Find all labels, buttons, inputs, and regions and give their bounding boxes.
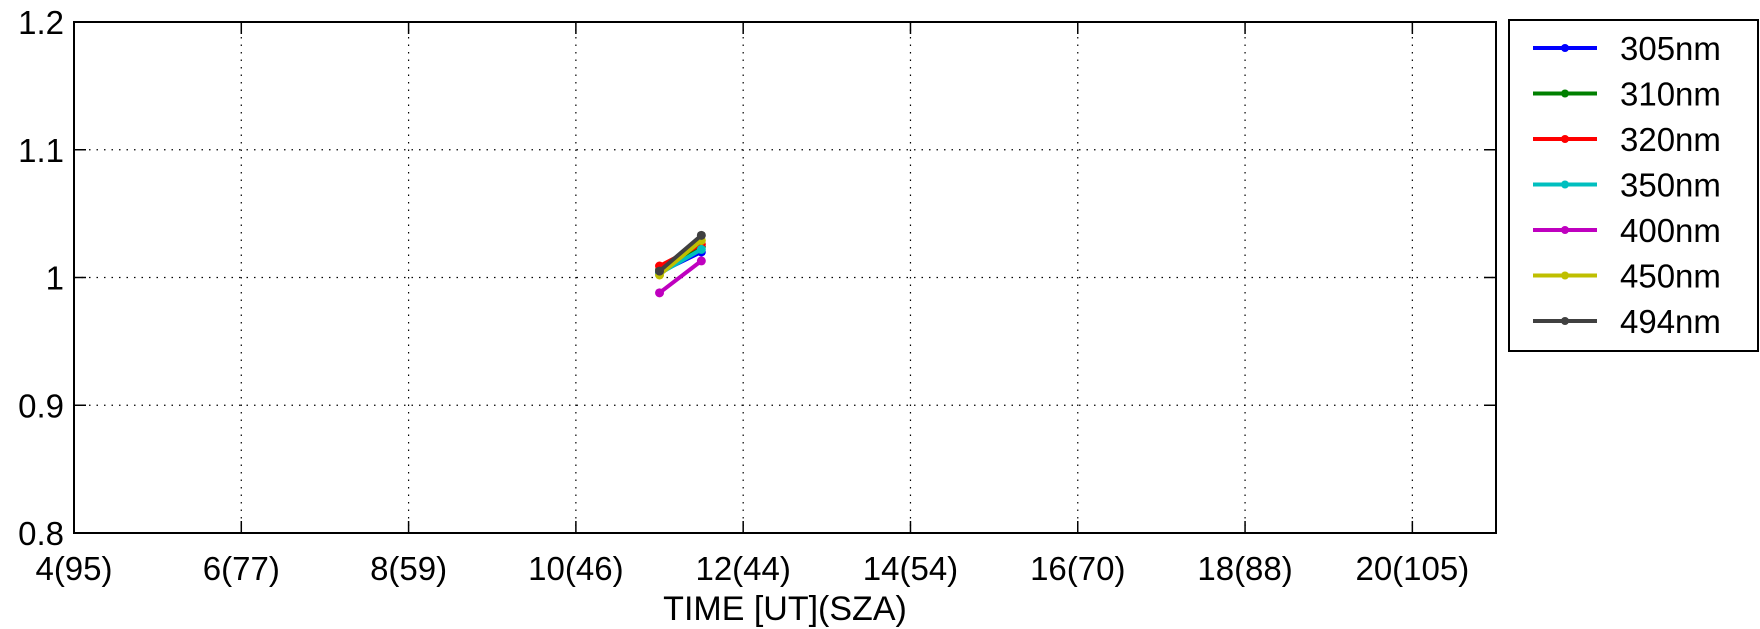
legend-marker <box>1561 226 1569 234</box>
x-tick-label: 18(88) <box>1197 550 1292 587</box>
data-point <box>696 256 706 266</box>
series-line <box>657 258 704 295</box>
x-tick-label: 8(59) <box>370 550 447 587</box>
data-point <box>655 288 665 298</box>
series-494nm <box>655 230 706 276</box>
y-tick-label: 0.8 <box>18 515 64 552</box>
legend-item: 350nm <box>1533 167 1721 204</box>
data-point <box>655 266 665 276</box>
legend-marker <box>1561 44 1569 52</box>
x-tick-label: 6(77) <box>203 550 280 587</box>
y-tick-label: 1.1 <box>18 132 64 169</box>
x-axis-label: TIME [UT](SZA) <box>663 590 907 628</box>
y-tick-label: 1 <box>46 260 64 297</box>
series-line <box>657 233 704 274</box>
series-line <box>657 238 704 277</box>
legend-label: 494nm <box>1620 303 1721 340</box>
x-tick-label: 4(95) <box>35 550 112 587</box>
legend-marker <box>1561 317 1569 325</box>
x-tick-label: 16(70) <box>1030 550 1125 587</box>
y-tick-label: 0.9 <box>18 387 64 424</box>
legend: 305nm 310nm 320nm 350nm 400nm 450nm 494nm <box>1508 19 1759 352</box>
y-tick-labels: 0.8 0.9 1 1.1 1.2 <box>18 4 64 552</box>
x-tick-label: 14(54) <box>863 550 958 587</box>
legend-item: 305nm <box>1533 30 1721 67</box>
legend-item: 450nm <box>1533 258 1721 295</box>
axis-ticks <box>73 21 1496 534</box>
series-400nm <box>655 256 706 298</box>
x-tick-label: 12(44) <box>695 550 790 587</box>
legend-item: 494nm <box>1533 303 1721 340</box>
legend-item: 320nm <box>1533 121 1721 158</box>
legend-marker <box>1561 135 1569 143</box>
grid-lines <box>74 22 1496 533</box>
legend-label: 305nm <box>1620 30 1721 67</box>
x-tick-label: 20(105) <box>1355 550 1469 587</box>
data-point <box>696 244 706 254</box>
x-tick-label: 10(46) <box>528 550 623 587</box>
legend-label: 320nm <box>1620 121 1721 158</box>
legend-item: 400nm <box>1533 212 1721 249</box>
legend-marker <box>1561 89 1569 98</box>
legend-label: 450nm <box>1620 258 1721 295</box>
data-point <box>696 230 706 240</box>
legend-marker <box>1561 180 1569 189</box>
legend-label: 310nm <box>1620 76 1721 113</box>
series-layer <box>655 230 706 298</box>
legend-label: 350nm <box>1620 167 1721 204</box>
legend-label: 400nm <box>1620 212 1721 249</box>
x-tick-labels: 4(95) 6(77) 8(59) 10(46) 12(44) 14(54) 16(70) 1… <box>35 550 1469 587</box>
y-tick-label: 1.2 <box>18 4 64 41</box>
legend-item: 310nm <box>1533 76 1721 113</box>
legend-marker <box>1561 271 1569 280</box>
